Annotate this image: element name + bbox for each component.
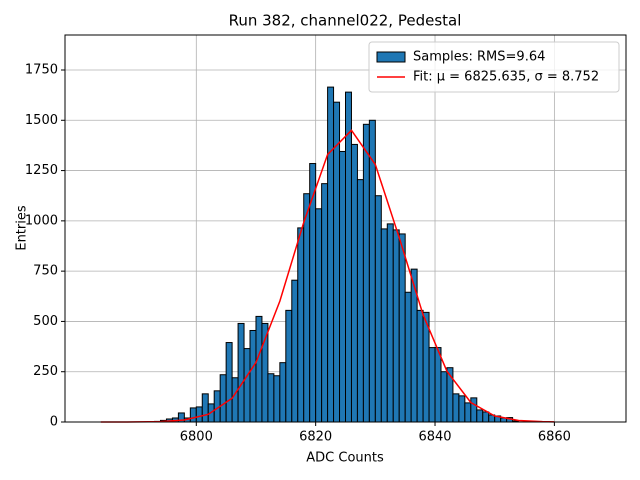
bar (416, 309, 424, 423)
bar (321, 183, 329, 423)
bar (201, 393, 209, 423)
y-tick-label: 0 (50, 415, 58, 430)
bar (333, 101, 341, 423)
y-tick-label: 500 (33, 314, 58, 329)
bar (327, 86, 335, 423)
x-tick-label: 6840 (418, 430, 451, 445)
bar (452, 393, 460, 423)
fit-line (100, 129, 555, 423)
bar (249, 329, 257, 423)
y-tick-label: 1000 (25, 213, 58, 228)
x-tick-label: 6820 (299, 430, 332, 445)
bar (291, 279, 299, 423)
bar (237, 322, 245, 423)
bar (345, 91, 352, 423)
bar (428, 347, 436, 423)
x-tick-label: 6860 (538, 430, 571, 445)
bar (273, 375, 281, 423)
bar (392, 229, 400, 423)
legend-box (368, 41, 620, 93)
legend-label: Fit: μ = 6825.635, σ = 8.752 (413, 70, 599, 85)
y-axis-label: Entries (15, 205, 30, 251)
bar (404, 291, 412, 423)
bar (219, 374, 227, 423)
bar (297, 227, 305, 423)
bar (339, 150, 347, 423)
bar (231, 377, 239, 423)
bar (225, 342, 233, 423)
bar (380, 228, 388, 423)
bar (482, 411, 490, 423)
y-tick-label: 1250 (25, 163, 58, 178)
bar (398, 233, 406, 423)
bar (350, 143, 358, 423)
bar (368, 119, 376, 423)
bar (195, 406, 203, 423)
y-tick-label: 750 (33, 264, 58, 279)
x-tick-label: 6800 (180, 430, 213, 445)
bar (189, 407, 197, 423)
bar (440, 371, 448, 423)
y-tick-label: 1750 (25, 62, 58, 77)
bar (303, 193, 311, 423)
bar (458, 395, 466, 423)
plot-frame (64, 34, 627, 423)
legend-label: Samples: RMS=9.64 (413, 50, 545, 65)
y-tick-label: 1500 (25, 113, 58, 128)
y-tick-label: 250 (33, 364, 58, 379)
legend-swatch (376, 51, 406, 63)
bar (255, 315, 263, 423)
bar (285, 309, 293, 423)
bar (267, 373, 275, 423)
bar (243, 348, 251, 423)
bar (279, 362, 287, 423)
bar (374, 195, 382, 423)
bar (464, 402, 472, 423)
bar (386, 223, 394, 423)
x-axis-label: ADC Counts (306, 451, 384, 466)
bar (476, 409, 484, 423)
bar (422, 311, 430, 423)
bar (434, 347, 442, 423)
bar (356, 179, 364, 423)
chart-title: Run 382, channel022, Pedestal (229, 12, 462, 30)
bar (362, 123, 370, 423)
bar (315, 208, 323, 423)
bar (470, 397, 478, 423)
